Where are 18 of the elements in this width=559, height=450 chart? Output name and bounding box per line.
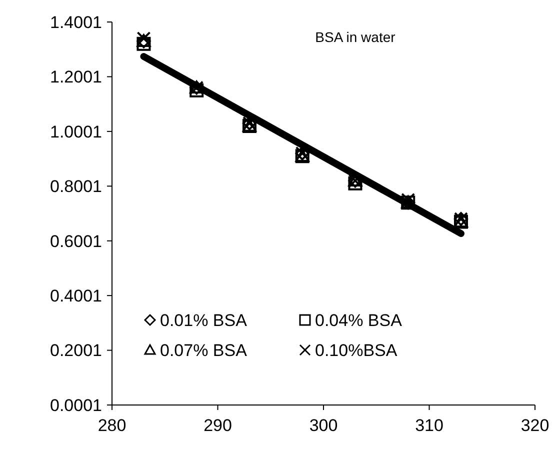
y-tick-label: 0.6001 bbox=[50, 232, 102, 251]
y-tick-label: 0.4001 bbox=[50, 286, 102, 306]
x-tick-label: 280 bbox=[98, 416, 126, 435]
legend-label: 0.04% BSA bbox=[315, 310, 403, 330]
legend-label: 0.01% BSA bbox=[160, 310, 248, 330]
x-tick-label: 320 bbox=[520, 416, 550, 435]
y-tick-label: 0.2001 bbox=[50, 341, 102, 360]
x-tick-label: 310 bbox=[415, 416, 444, 435]
legend-label: 0.07% BSA bbox=[160, 340, 248, 360]
x-tick-label: 300 bbox=[309, 416, 338, 435]
y-tick-label: 0.0001 bbox=[50, 396, 102, 415]
text: BSA in water bbox=[315, 29, 396, 45]
y-tick-label: 1.2001 bbox=[50, 68, 102, 87]
legend-label: 0.10%BSA bbox=[315, 340, 398, 360]
y-tick-label: 0.8001 bbox=[50, 177, 102, 196]
y-tick-label: 1.0001 bbox=[50, 122, 102, 142]
y-tick-label: 1.4001 bbox=[50, 12, 102, 32]
x-tick-label: 290 bbox=[204, 416, 232, 435]
